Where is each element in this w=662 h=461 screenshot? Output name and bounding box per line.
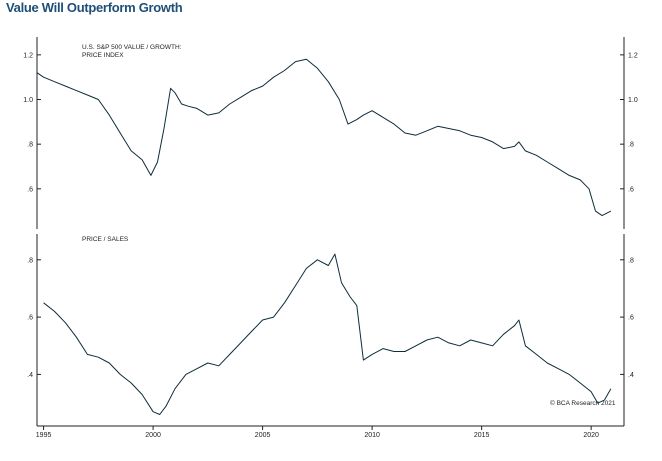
x-tick-label: 2005	[255, 432, 271, 439]
x-tick-label: 2010	[364, 432, 380, 439]
top-ytick-right-label: 1.0	[628, 97, 638, 104]
top-ytick-left-label: 1.0	[23, 97, 33, 104]
top-ytick-right-label: .8	[628, 142, 634, 149]
x-tick-label: 1995	[36, 432, 52, 439]
bottom-ytick-left-label: .4	[27, 372, 33, 379]
top-series-line	[36, 58, 612, 217]
bottom-ytick-left-label: .8	[27, 257, 33, 264]
bottom-series-line	[43, 253, 612, 415]
top-ytick-left-label: .6	[27, 186, 33, 193]
bottom-ytick-left-label: .6	[27, 315, 33, 322]
x-tick-label: 2000	[145, 432, 161, 439]
top-panel-label-line2: PRICE INDEX	[82, 52, 124, 59]
source-note: © BCA Research 2021	[550, 399, 616, 407]
top-ytick-right-label: 1.2	[628, 52, 638, 59]
chart-title: Value Will Outperform Growth	[6, 0, 183, 15]
x-tick-label: 2015	[474, 432, 490, 439]
panel-top: U.S. S&P 500 VALUE / GROWTH: PRICE INDEX…	[23, 37, 638, 229]
panel-bottom: PRICE / SALES © BCA Research 2021 .4 .4 .6…	[27, 234, 634, 439]
bottom-panel-label: PRICE / SALES	[82, 236, 129, 243]
top-ytick-left-label: .8	[27, 142, 33, 149]
bottom-ytick-right-label: .8	[628, 257, 634, 264]
top-ytick-right-label: .6	[628, 186, 634, 193]
x-tick-label: 2020	[583, 432, 599, 439]
bottom-ytick-right-label: .6	[628, 315, 634, 322]
top-ytick-left-label: 1.2	[23, 52, 33, 59]
bottom-ytick-right-label: .4	[628, 372, 634, 379]
top-panel-label-line1: U.S. S&P 500 VALUE / GROWTH:	[82, 44, 182, 51]
